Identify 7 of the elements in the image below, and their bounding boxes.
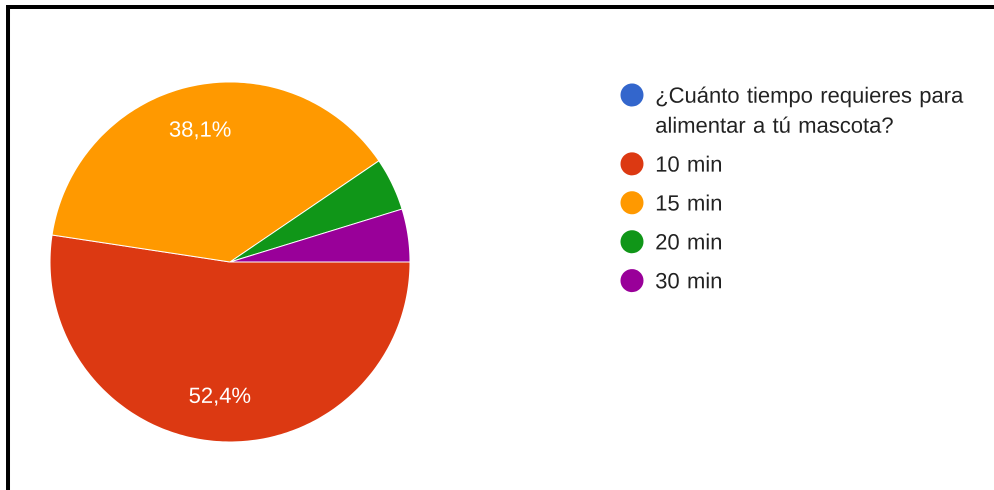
data-label: 52,4% — [190, 388, 250, 406]
legend-label: ¿Cuánto tiempo requieres para alimentar a tú mascota? — [656, 86, 964, 133]
legend-label: 30 min — [656, 272, 722, 289]
legend-label: 10 min — [656, 156, 722, 172]
data-label: 38,1% — [170, 121, 231, 140]
legend-label: 15 min — [656, 194, 722, 211]
legend-label: 20 min — [656, 233, 722, 250]
